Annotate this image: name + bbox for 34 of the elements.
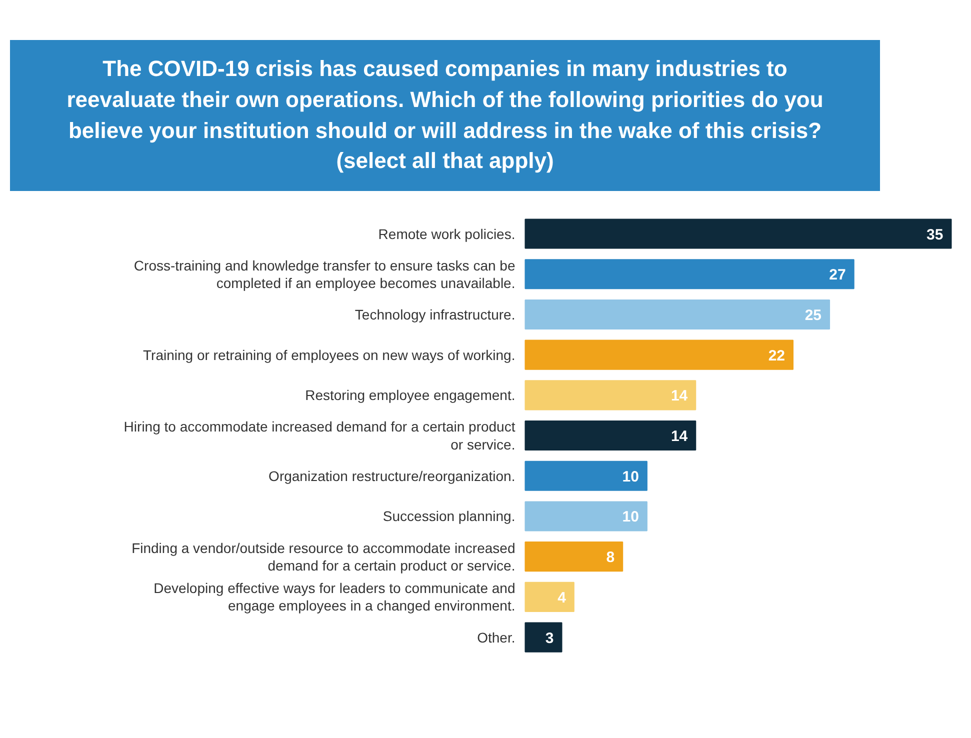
bar (524, 300, 830, 330)
chart-title: The COVID-19 crisis has caused companies in many industries to reevaluate their own operations. Which of the following priorities do you believe your institution should or will address in the wake of this crisis? (select all that apply) (66, 55, 824, 176)
data-label: 10 (622, 468, 639, 486)
y-tick-label: Succession planning. (382, 508, 516, 524)
data-label: 35 (926, 226, 944, 244)
bar (524, 259, 854, 290)
y-tick-label: Developing effective ways for leaders to communicate and engage employees in a changed environment. (154, 580, 516, 614)
y-tick-label: Other. (477, 629, 516, 646)
data-label: 25 (804, 307, 822, 324)
data-label: 3 (545, 630, 554, 647)
y-tick-label: Restoring employee engagement. (305, 387, 516, 404)
bar (524, 380, 696, 410)
bar (524, 461, 648, 492)
data-label: 22 (768, 348, 786, 365)
y-tick-label: Technology infrastructure. (354, 306, 516, 323)
data-label: 14 (670, 388, 688, 405)
y-tick-label: Remote work policies. (378, 226, 516, 242)
y-tick-label: Cross-training and knowledge transfer to ensure tasks can be completed if an employee becomes unavailable. (134, 258, 516, 292)
y-tick-label: Training or retraining of employees on new ways of working. (143, 347, 516, 364)
bar (524, 542, 624, 572)
y-tick-label: Organization restructure/reorganization. (268, 468, 516, 484)
data-label: 8 (606, 549, 615, 566)
bar (524, 582, 574, 612)
bar (524, 218, 952, 249)
data-label: 27 (829, 266, 846, 284)
bar (524, 420, 696, 451)
data-label: 4 (558, 590, 567, 607)
y-tick-label: Finding a vendor/outside resource to accommodate increased demand for a certain product or service. (132, 540, 516, 574)
bar (524, 340, 794, 370)
bar (524, 501, 648, 532)
y-tick-label: Hiring to accommodate increased demand for a certain product or service. (124, 418, 516, 453)
bar (524, 622, 562, 653)
data-label: 10 (622, 508, 639, 526)
data-label: 14 (670, 428, 688, 446)
